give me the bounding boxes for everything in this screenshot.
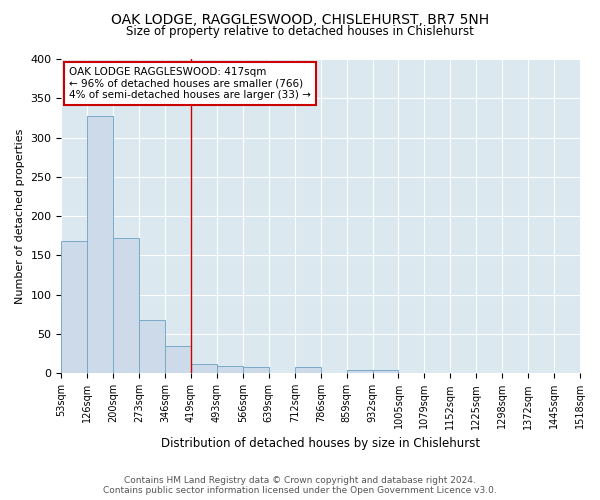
Text: OAK LODGE, RAGGLESWOOD, CHISLEHURST, BR7 5NH: OAK LODGE, RAGGLESWOOD, CHISLEHURST, BR7…	[111, 12, 489, 26]
Text: Size of property relative to detached houses in Chislehurst: Size of property relative to detached ho…	[126, 25, 474, 38]
Bar	[165, 346, 191, 374]
Bar	[347, 370, 373, 374]
Bar	[61, 242, 88, 374]
Bar	[113, 238, 139, 374]
Bar	[191, 364, 217, 374]
Bar	[243, 367, 269, 374]
X-axis label: Distribution of detached houses by size in Chislehurst: Distribution of detached houses by size …	[161, 437, 480, 450]
Bar	[139, 320, 165, 374]
Bar	[217, 366, 243, 374]
Bar	[295, 367, 321, 374]
Text: Contains HM Land Registry data © Crown copyright and database right 2024.
Contai: Contains HM Land Registry data © Crown c…	[103, 476, 497, 495]
Bar	[373, 370, 398, 374]
Bar	[88, 116, 113, 374]
Y-axis label: Number of detached properties: Number of detached properties	[15, 128, 25, 304]
Text: OAK LODGE RAGGLESWOOD: 417sqm
← 96% of detached houses are smaller (766)
4% of s: OAK LODGE RAGGLESWOOD: 417sqm ← 96% of d…	[69, 67, 311, 100]
